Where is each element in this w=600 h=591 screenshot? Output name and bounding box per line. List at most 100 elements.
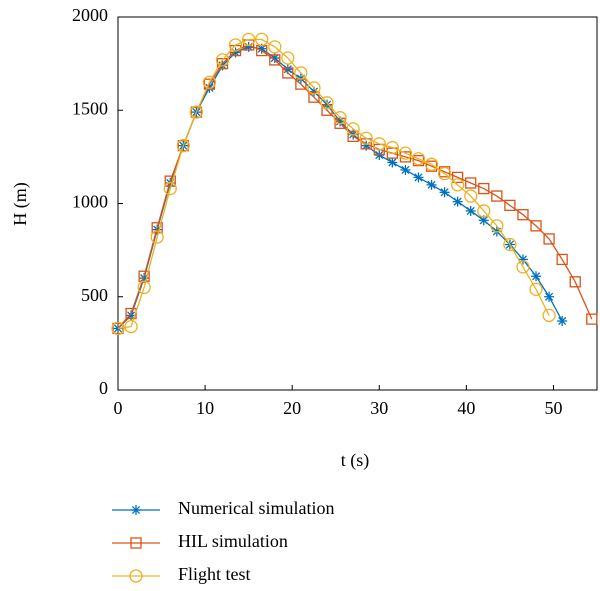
legend-label: Flight test <box>178 564 251 584</box>
marker <box>477 204 491 218</box>
marker <box>346 122 360 136</box>
marker-shape <box>268 40 282 54</box>
marker <box>177 140 189 152</box>
legend-item: HIL simulation <box>112 531 288 551</box>
marker <box>164 175 176 187</box>
marker-shape <box>294 66 308 80</box>
marker-shape <box>228 38 243 52</box>
marker <box>516 260 530 274</box>
marker-shape <box>124 319 138 334</box>
marker-stroke <box>257 44 266 53</box>
marker <box>268 40 282 54</box>
marker-stroke <box>466 206 475 216</box>
marker-shape <box>137 280 151 295</box>
marker-shape <box>307 81 321 95</box>
marker <box>269 54 281 66</box>
marker-shape <box>517 209 529 221</box>
marker <box>438 166 451 178</box>
marker <box>451 178 465 192</box>
marker-shape <box>203 78 216 90</box>
marker-shape <box>281 51 295 65</box>
marker-shape <box>438 166 451 178</box>
y-tick-label: 500 <box>81 285 108 305</box>
marker <box>202 75 217 89</box>
marker <box>241 32 256 47</box>
marker <box>542 308 556 323</box>
marker <box>452 171 464 184</box>
marker <box>437 167 452 181</box>
marker <box>372 137 386 151</box>
marker <box>228 38 243 52</box>
legend-item: Flight test <box>112 564 251 584</box>
marker-shape <box>150 230 164 244</box>
marker-shape <box>586 313 598 325</box>
marker <box>543 233 555 245</box>
marker <box>137 280 151 295</box>
marker <box>294 66 308 80</box>
marker <box>320 96 334 110</box>
marker-shape <box>477 204 491 218</box>
marker-shape <box>411 152 426 166</box>
marker-shape <box>424 157 439 171</box>
marker-shape <box>189 105 204 119</box>
marker <box>452 196 463 207</box>
marker-shape <box>385 140 399 155</box>
marker-shape <box>425 160 438 172</box>
marker-shape <box>129 569 143 583</box>
marker-shape <box>464 189 478 203</box>
marker-shape <box>215 53 230 67</box>
legend-label: Numerical simulation <box>178 498 334 518</box>
marker <box>281 51 295 65</box>
marker <box>385 140 399 155</box>
marker-shape <box>333 111 347 125</box>
marker <box>557 315 568 326</box>
marker-shape <box>372 137 386 151</box>
marker <box>203 78 216 90</box>
marker-shape <box>202 75 217 89</box>
marker <box>131 505 141 515</box>
marker-stroke <box>558 316 567 326</box>
marker <box>465 177 477 189</box>
y-tick-label: 0 <box>99 378 108 398</box>
marker <box>464 189 478 203</box>
marker <box>544 291 555 302</box>
series-line <box>117 38 550 330</box>
marker-stroke <box>283 65 292 74</box>
marker-shape <box>569 276 581 288</box>
marker <box>425 160 438 172</box>
marker <box>387 157 398 168</box>
marker-shape <box>451 178 465 192</box>
y-tick-label: 2000 <box>72 5 108 25</box>
marker <box>150 230 164 244</box>
x-tick-label: 50 <box>544 398 562 418</box>
marker <box>130 537 142 549</box>
marker <box>333 111 347 125</box>
marker <box>129 569 143 583</box>
marker-stroke <box>531 272 541 281</box>
marker-stroke <box>131 505 141 515</box>
marker <box>531 271 542 282</box>
marker <box>586 313 598 325</box>
marker-shape <box>151 222 163 234</box>
marker <box>503 237 517 252</box>
marker-shape <box>282 67 294 79</box>
marker <box>176 139 190 153</box>
plot-frame <box>117 16 598 391</box>
marker <box>569 276 581 288</box>
x-axis-label: t (s) <box>341 450 370 471</box>
marker <box>124 319 138 334</box>
marker <box>504 199 516 212</box>
marker-shape <box>516 260 530 274</box>
legend-label: HIL simulation <box>178 531 288 551</box>
marker-shape <box>347 130 359 143</box>
marker-shape <box>556 253 568 266</box>
marker <box>491 190 503 202</box>
marker-shape <box>164 175 176 187</box>
marker <box>556 253 568 266</box>
marker <box>308 91 320 103</box>
marker-shape <box>530 220 542 232</box>
marker-shape <box>177 140 189 152</box>
x-tick-label: 30 <box>370 398 388 418</box>
marker-stroke <box>127 311 136 320</box>
marker-shape <box>241 32 256 47</box>
